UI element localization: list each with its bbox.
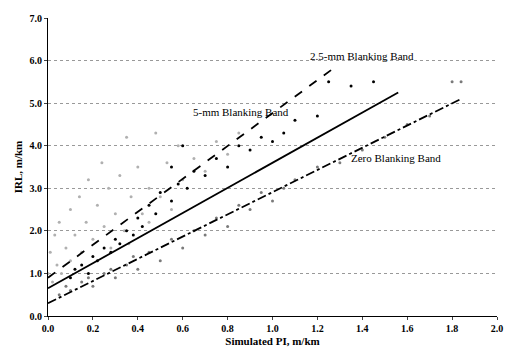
svg-text:Simulated PI, m/km: Simulated PI, m/km — [225, 335, 319, 347]
svg-text:1.8: 1.8 — [446, 323, 459, 334]
svg-text:1.0: 1.0 — [30, 268, 43, 279]
svg-text:0.4: 0.4 — [132, 323, 145, 334]
svg-text:6.0: 6.0 — [30, 55, 43, 66]
svg-text:0.6: 0.6 — [176, 323, 189, 334]
svg-text:2.5-mm Blanking Band: 2.5-mm Blanking Band — [310, 50, 414, 62]
svg-text:IRL, m/km: IRL, m/km — [12, 141, 24, 194]
svg-text:Zero Blanking Band: Zero Blanking Band — [351, 152, 441, 164]
svg-text:7.0: 7.0 — [30, 13, 43, 24]
svg-text:1.0: 1.0 — [266, 323, 279, 334]
svg-text:0.0: 0.0 — [30, 311, 43, 322]
svg-text:0.0: 0.0 — [42, 323, 55, 334]
svg-text:0.2: 0.2 — [87, 323, 100, 334]
svg-text:5-mm Blanking Band: 5-mm Blanking Band — [193, 106, 289, 118]
svg-text:4.0: 4.0 — [30, 140, 43, 151]
svg-text:1.2: 1.2 — [311, 323, 324, 334]
svg-text:3.0: 3.0 — [30, 183, 43, 194]
svg-text:5.0: 5.0 — [30, 98, 43, 109]
svg-text:2.0: 2.0 — [30, 225, 43, 236]
svg-text:1.4: 1.4 — [356, 323, 369, 334]
svg-text:2.0: 2.0 — [491, 323, 504, 334]
svg-text:1.6: 1.6 — [401, 323, 414, 334]
svg-text:0.8: 0.8 — [221, 323, 234, 334]
